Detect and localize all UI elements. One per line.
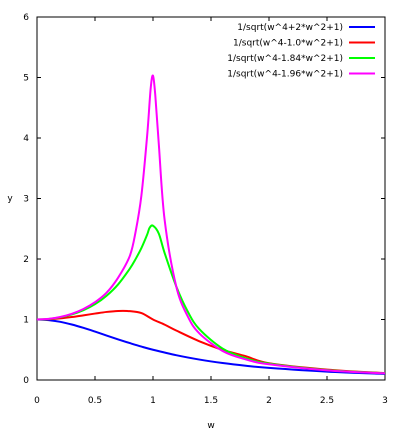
series-line-4 bbox=[36, 74, 386, 375]
y-tick-label: 1 bbox=[23, 316, 29, 326]
x-tick-label: 1 bbox=[150, 396, 156, 406]
y-tick-label: 4 bbox=[23, 134, 29, 144]
x-tick-label: 2 bbox=[266, 396, 272, 406]
x-tick-label: 0.5 bbox=[88, 396, 102, 406]
x-tick-label: 0 bbox=[34, 396, 40, 406]
x-axis-label: w bbox=[207, 421, 214, 431]
legend-entry-label: 1/sqrt(w^4+2*w^2+1) bbox=[237, 23, 343, 33]
y-tick-label: 5 bbox=[23, 74, 29, 84]
y-tick-label: 3 bbox=[23, 195, 29, 205]
legend-entry-label: 1/sqrt(w^4-1.0*w^2+1) bbox=[233, 39, 343, 49]
x-tick-label: 3 bbox=[382, 396, 388, 406]
series-line-2 bbox=[36, 309, 386, 375]
y-tick-label: 0 bbox=[23, 376, 29, 386]
series-layer bbox=[36, 74, 386, 375]
y-tick-label: 2 bbox=[23, 255, 29, 265]
x-tick-label: 2.5 bbox=[320, 396, 334, 406]
legend-entry-label: 1/sqrt(w^4-1.96*w^2+1) bbox=[227, 70, 343, 80]
y-axis-label: y bbox=[7, 194, 13, 204]
series-line-1 bbox=[36, 318, 386, 375]
axis-ticks: 0 0.5 1 1.5 2 2.5 3 0 1 2 3 4 5 6 bbox=[23, 13, 388, 406]
legend: 1/sqrt(w^4+2*w^2+1) 1/sqrt(w^4-1.0*w^2+1)… bbox=[227, 23, 375, 80]
series-line-3 bbox=[36, 224, 386, 375]
legend-entry-label: 1/sqrt(w^4-1.84*w^2+1) bbox=[227, 54, 343, 64]
y-tick-label: 6 bbox=[23, 13, 29, 23]
x-tick-label: 1.5 bbox=[204, 396, 218, 406]
